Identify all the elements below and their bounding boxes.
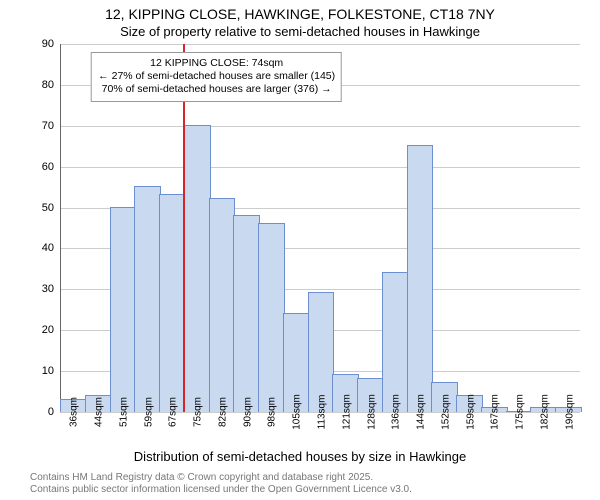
y-tick-label: 80 bbox=[42, 79, 60, 91]
histogram-bar bbox=[382, 272, 409, 412]
histogram-bar bbox=[110, 207, 137, 412]
x-tick-label: 128sqm bbox=[362, 394, 377, 430]
annotation-box: 12 KIPPING CLOSE: 74sqm← 27% of semi-det… bbox=[91, 52, 342, 101]
attribution-line: Contains HM Land Registry data © Crown c… bbox=[30, 472, 412, 484]
annotation-line: 12 KIPPING CLOSE: 74sqm bbox=[98, 57, 335, 70]
x-tick-label: 159sqm bbox=[461, 394, 476, 430]
histogram-bar bbox=[407, 145, 434, 412]
histogram-bar bbox=[233, 215, 260, 412]
y-tick-label: 30 bbox=[42, 283, 60, 295]
x-tick-label: 113sqm bbox=[313, 395, 328, 430]
chart-subtitle: Size of property relative to semi-detach… bbox=[0, 24, 600, 39]
chart-title: 12, KIPPING CLOSE, HAWKINGE, FOLKESTONE,… bbox=[0, 6, 600, 22]
attribution: Contains HM Land Registry data © Crown c… bbox=[30, 472, 412, 496]
x-tick-label: 182sqm bbox=[535, 394, 550, 430]
grid-line bbox=[60, 167, 580, 168]
histogram-bar bbox=[209, 198, 236, 412]
y-tick-label: 40 bbox=[42, 242, 60, 254]
x-tick-label: 105sqm bbox=[288, 394, 303, 430]
y-tick-label: 70 bbox=[42, 120, 60, 132]
x-tick-label: 82sqm bbox=[213, 397, 228, 427]
attribution-line: Contains public sector information licen… bbox=[30, 484, 412, 496]
x-tick-label: 36sqm bbox=[65, 397, 80, 427]
plot-area: 010203040506070809036sqm44sqm51sqm59sqm6… bbox=[60, 44, 580, 412]
y-tick-label: 20 bbox=[42, 324, 60, 336]
y-tick-label: 60 bbox=[42, 161, 60, 173]
x-tick-label: 167sqm bbox=[486, 394, 501, 430]
annotation-line: 70% of semi-detached houses are larger (… bbox=[98, 83, 335, 96]
chart-container: 12, KIPPING CLOSE, HAWKINGE, FOLKESTONE,… bbox=[0, 0, 600, 500]
grid-line bbox=[60, 44, 580, 45]
x-tick-label: 90sqm bbox=[238, 397, 253, 427]
y-tick-label: 90 bbox=[42, 38, 60, 50]
histogram-bar bbox=[258, 223, 285, 412]
histogram-bar bbox=[134, 186, 161, 412]
x-tick-label: 44sqm bbox=[90, 397, 105, 427]
grid-line bbox=[60, 126, 580, 127]
x-tick-label: 136sqm bbox=[387, 394, 402, 430]
x-tick-label: 75sqm bbox=[189, 397, 204, 427]
x-tick-label: 59sqm bbox=[139, 397, 154, 427]
y-tick-label: 50 bbox=[42, 202, 60, 214]
annotation-line: ← 27% of semi-detached houses are smalle… bbox=[98, 70, 335, 83]
x-tick-label: 175sqm bbox=[511, 394, 526, 430]
x-tick-label: 152sqm bbox=[436, 394, 451, 430]
x-tick-label: 51sqm bbox=[114, 397, 129, 427]
y-tick-label: 0 bbox=[48, 406, 60, 418]
x-tick-label: 144sqm bbox=[412, 394, 427, 430]
x-axis-label: Distribution of semi-detached houses by … bbox=[0, 449, 600, 464]
x-tick-label: 190sqm bbox=[560, 394, 575, 430]
x-tick-label: 98sqm bbox=[263, 397, 278, 427]
x-tick-label: 121sqm bbox=[337, 394, 352, 430]
histogram-bar bbox=[159, 194, 186, 412]
y-tick-label: 10 bbox=[42, 365, 60, 377]
x-tick-label: 67sqm bbox=[164, 397, 179, 427]
y-axis-line bbox=[60, 44, 61, 412]
histogram-bar bbox=[184, 125, 211, 412]
